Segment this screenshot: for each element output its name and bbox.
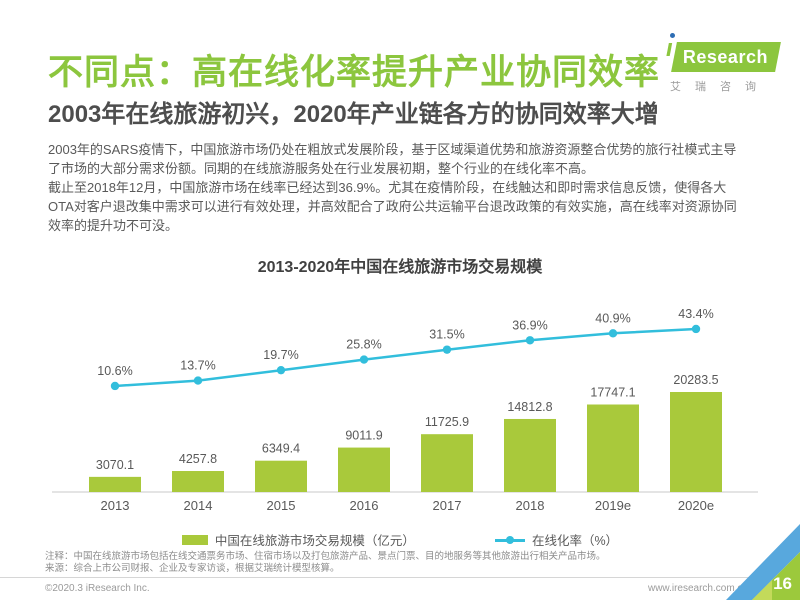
legend-item-bars: 中国在线旅游市场交易规模（亿元） (181, 530, 415, 549)
line-point (608, 329, 618, 338)
bar-value-label: 11725.9 (425, 415, 469, 429)
body-line: 2003年的SARS疫情下，中国旅游市场仍处在粗放式发展阶段，基于区域渠道优势和… (48, 142, 737, 157)
bar-value-label: 17747.1 (590, 386, 635, 400)
bar-value-label: 9011.9 (345, 429, 382, 443)
logo-caption: 艾瑞咨询 (670, 81, 770, 93)
line-point (691, 324, 701, 334)
logo-i-dot-icon (670, 33, 675, 38)
chart-legend: 中国在线旅游市场交易规模（亿元） 在线化率（%） (0, 530, 800, 549)
line-value-label: 10.6% (97, 364, 132, 378)
bar-2018 (504, 418, 556, 492)
line-value-label: 25.8% (346, 338, 381, 352)
iresearch-logo: Research ı 艾瑞咨询 (664, 33, 782, 94)
footer-copyright: ©2020.3 iResearch Inc. (45, 583, 150, 594)
body-text: 2003年的SARS疫情下，中国旅游市场仍处在粗放式发展阶段，基于区域渠道优势和… (48, 140, 763, 235)
bar-value-label: 6349.4 (262, 442, 300, 456)
line-value-label: 40.9% (595, 311, 630, 325)
bar-value-label: 14812.8 (507, 400, 552, 414)
combo-chart: 3070.1 2013 4257.8 2014 6349.4 2015 9011.9 2016… (52, 307, 758, 513)
bar-2015 (255, 460, 307, 492)
online-rate-line (114, 327, 697, 388)
legend-label-line: 在线化率（%） (531, 534, 619, 548)
corner-light-green-triangle (752, 580, 772, 600)
bar-2019e (587, 404, 639, 492)
chart-title: 2013-2020年中国在线旅游市场交易规模 (257, 259, 543, 276)
corner-blue-triangle (726, 524, 800, 600)
body-line: 截止至2018年12月，中国旅游市场在线率已经达到36.9%。尤其在疫情阶段，在… (48, 180, 727, 195)
line-value-label: 13.7% (180, 359, 215, 373)
x-axis-label: 2017 (433, 498, 462, 513)
corner-decoration (726, 524, 800, 600)
note-source: 来源：综合上市公司财报、企业及专家访谈，根据艾瑞统计模型核算。 (45, 563, 340, 574)
body-line: 了市场的大部分需求份额。同期的在线旅游服务处在行业发展初期，整个行业的在线化率不… (48, 161, 595, 176)
line-legend-marker-icon (494, 535, 525, 545)
x-axis-label: 2018 (516, 498, 545, 513)
bar-2014 (172, 471, 224, 492)
x-axis-label: 2020e (678, 498, 714, 513)
x-axis-label: 2014 (184, 498, 213, 513)
footer-website-link[interactable]: www.iresearch.com.cn (647, 583, 748, 594)
line-point (110, 381, 120, 391)
page-title: 不同点：高在线化率提升产业协同效率 (48, 53, 661, 92)
bar-2016 (338, 447, 390, 492)
bar-2020e (670, 392, 722, 492)
x-axis-label: 2016 (350, 498, 379, 513)
line-point (193, 376, 203, 385)
x-axis-label: 2019e (595, 498, 631, 513)
bar-2013 (89, 476, 141, 492)
bar-legend-swatch-icon (181, 534, 208, 545)
logo-banner: Research (671, 42, 781, 72)
line-value-label: 36.9% (512, 318, 547, 332)
legend-label-bars: 中国在线旅游市场交易规模（亿元） (214, 534, 415, 548)
logo-i-glyph: ı (666, 35, 673, 62)
page-number: 16 (773, 574, 792, 593)
line-value-label: 43.4% (678, 307, 713, 321)
bar-value-label: 20283.5 (673, 373, 718, 387)
line-value-label: 31.5% (429, 328, 464, 342)
chart-notes: 注释：中国在线旅游市场包括在线交通票务市场、住宿市场以及打包旅游产品、景点门票、… (45, 551, 745, 575)
x-axis-label: 2013 (101, 498, 130, 513)
line-value-label: 19.7% (263, 348, 298, 362)
line-point (359, 355, 369, 364)
page-subtitle: 2003年在线旅游初兴，2020年产业链各方的协同效率大增 (48, 101, 659, 128)
logo-brand-text: Research (683, 46, 769, 67)
x-axis-label: 2015 (267, 498, 296, 513)
note-definition: 注释：中国在线旅游市场包括在线交通票务市场、住宿市场以及打包旅游产品、景点门票、… (45, 551, 606, 562)
footer-divider (0, 577, 752, 578)
line-point (525, 336, 535, 345)
bar-value-label: 3070.1 (96, 458, 134, 472)
line-point (442, 345, 452, 354)
body-line: 效率的提升功不可没。 (48, 218, 179, 233)
body-line: OTA对客户退改集中需求可以进行有效处理，并高效配合了政府公共运输平台退改政策的… (48, 199, 737, 214)
bar-2017 (421, 434, 473, 492)
legend-item-line: 在线化率（%） (494, 530, 619, 549)
line-point (276, 365, 286, 375)
bar-value-label: 4257.8 (179, 452, 217, 466)
